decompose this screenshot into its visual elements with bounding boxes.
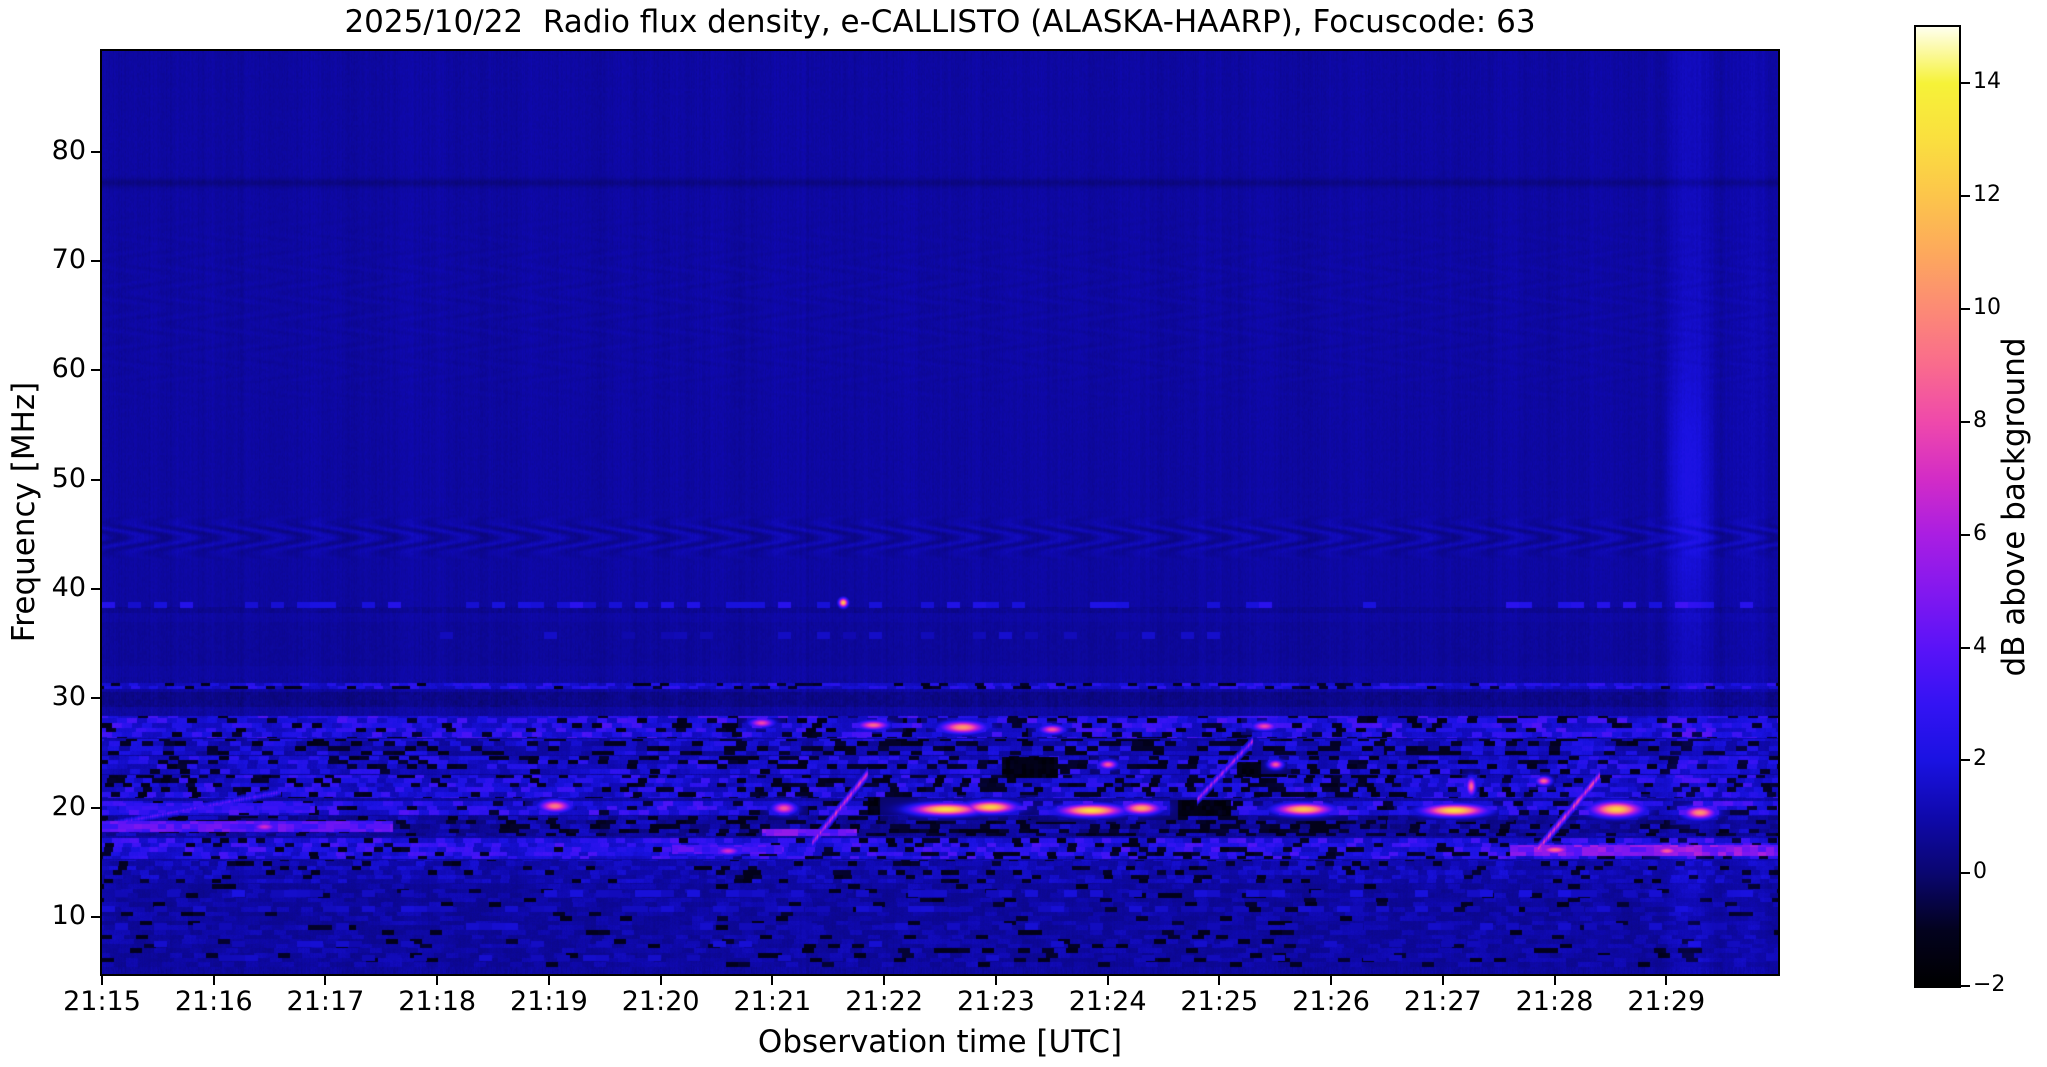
x-tick-label: 21:25 xyxy=(1180,986,1259,1017)
x-tick-label: 21:22 xyxy=(845,986,924,1017)
x-tick-label: 21:27 xyxy=(1403,986,1482,1017)
x-tick-label: 21:16 xyxy=(174,986,253,1017)
y-axis-label: Frequency [MHz] xyxy=(6,381,42,643)
x-tick-label: 21:21 xyxy=(733,986,812,1017)
x-tick-mark xyxy=(659,976,662,985)
x-tick-mark xyxy=(547,976,550,985)
x-axis-label: Observation time [UTC] xyxy=(757,1024,1123,1060)
y-tick-label: 10 xyxy=(51,900,86,932)
y-tick-label: 30 xyxy=(51,681,86,713)
y-tick-mark xyxy=(91,697,100,700)
colorbar-label: dB above background xyxy=(1996,337,2032,677)
y-tick-label: 70 xyxy=(51,243,86,275)
x-tick-label: 21:28 xyxy=(1515,986,1594,1017)
x-tick-mark xyxy=(1330,976,1333,985)
x-tick-mark xyxy=(994,976,997,985)
x-tick-mark xyxy=(212,976,215,985)
x-tick-label: 21:18 xyxy=(398,986,477,1017)
y-tick-label: 50 xyxy=(51,462,86,494)
colorbar-tick-label: 4 xyxy=(1973,633,1987,659)
colorbar-tick-mark xyxy=(1961,759,1970,762)
x-tick-mark xyxy=(883,976,886,985)
y-tick-mark xyxy=(91,478,100,481)
colorbar-tick-label: 8 xyxy=(1973,407,1987,433)
colorbar-tick-label: 2 xyxy=(1973,746,1987,772)
colorbar-tick-label: 10 xyxy=(1973,295,2001,321)
x-tick-label: 21:29 xyxy=(1627,986,1706,1017)
x-tick-label: 21:20 xyxy=(621,986,700,1017)
y-tick-label: 80 xyxy=(51,134,86,166)
x-tick-label: 21:17 xyxy=(286,986,365,1017)
x-tick-mark xyxy=(1665,976,1668,985)
plot-title: 2025/10/22 Radio flux density, e-CALLIST… xyxy=(344,4,1536,40)
x-tick-mark xyxy=(1441,976,1444,985)
x-tick-mark xyxy=(324,976,327,985)
y-tick-mark xyxy=(91,369,100,372)
colorbar-tick-label: 0 xyxy=(1973,859,1987,885)
y-tick-label: 40 xyxy=(51,572,86,604)
x-tick-mark xyxy=(436,976,439,985)
y-tick-mark xyxy=(91,806,100,809)
colorbar-tick-mark xyxy=(1961,872,1970,875)
colorbar-tick-label: 14 xyxy=(1973,69,2001,95)
y-tick-label: 60 xyxy=(51,353,86,385)
y-tick-mark xyxy=(91,150,100,153)
x-tick-label: 21:23 xyxy=(956,986,1035,1017)
spectrogram-canvas xyxy=(102,51,1778,974)
colorbar-tick-mark xyxy=(1961,420,1970,423)
x-tick-mark xyxy=(771,976,774,985)
x-tick-mark xyxy=(1218,976,1221,985)
colorbar-tick-mark xyxy=(1961,82,1970,85)
y-tick-label: 20 xyxy=(51,790,86,822)
x-tick-label: 21:15 xyxy=(63,986,141,1017)
x-tick-mark xyxy=(101,976,103,985)
x-tick-mark xyxy=(1553,976,1556,985)
colorbar-gradient xyxy=(1916,27,1959,986)
colorbar-tick-label: 6 xyxy=(1973,520,1987,546)
colorbar-tick-mark xyxy=(1961,985,1970,987)
y-tick-mark xyxy=(91,259,100,262)
colorbar-tick-mark xyxy=(1961,646,1970,649)
colorbar-tick-mark xyxy=(1961,308,1970,311)
x-tick-label: 21:24 xyxy=(1068,986,1147,1017)
x-tick-label: 21:26 xyxy=(1292,986,1370,1017)
x-tick-mark xyxy=(1106,976,1109,985)
y-tick-mark xyxy=(91,588,100,591)
y-tick-mark xyxy=(91,916,100,919)
colorbar-tick-label: −2 xyxy=(1973,972,2006,997)
colorbar-tick-mark xyxy=(1961,195,1970,198)
colorbar-tick-mark xyxy=(1961,533,1970,536)
colorbar-tick-label: 12 xyxy=(1973,182,2001,208)
x-tick-label: 21:19 xyxy=(510,986,588,1017)
